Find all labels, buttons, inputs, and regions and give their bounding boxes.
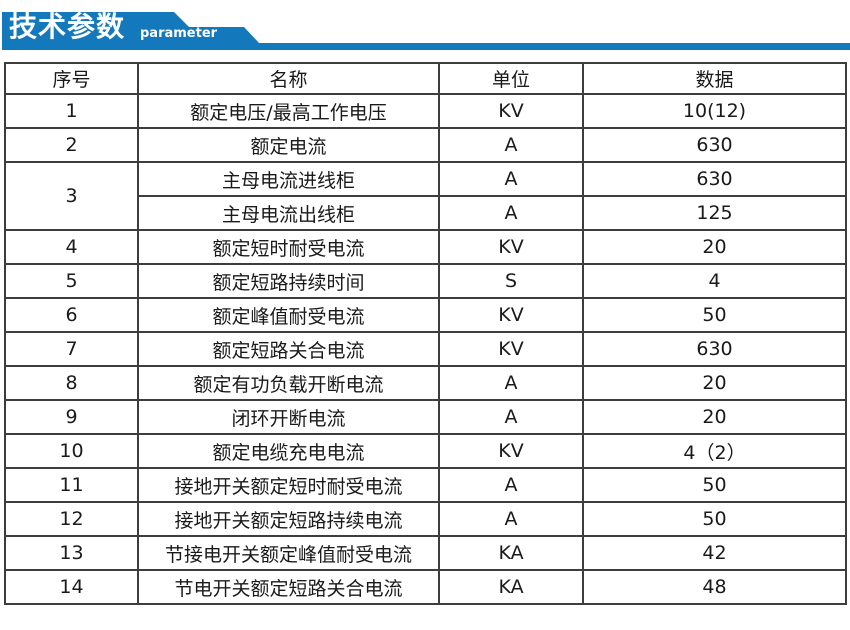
cell-no: 10 (4, 433, 139, 469)
table-row: 11 接地开关额定短时耐受电流 A 50 (4, 467, 847, 503)
cell-unit: KV (438, 433, 584, 469)
table-row: 3 主母电流进线柜 A 630 (4, 161, 847, 231)
cell-unit: A (438, 467, 584, 503)
cell-name: 闭环开断电流 (137, 399, 440, 435)
page-title: 技术参数 (9, 10, 126, 43)
cell-no: 1 (4, 93, 139, 129)
cell-unit: A (438, 365, 584, 401)
cell-name: 额定有功负载开断电流 (137, 365, 440, 401)
table-row: 14 节电开关额定短路关合电流 KA 48 (4, 569, 847, 605)
table-row: 8 额定有功负载开断电流 A 20 (4, 365, 847, 401)
table-row: 13 节接电开关额定峰值耐受电流 KA 42 (4, 535, 847, 571)
cell-unit: A (438, 399, 584, 435)
table-row: 9 闭环开断电流 A 20 (4, 399, 847, 435)
cell-name: 额定电缆充电电流 (137, 433, 440, 469)
cell-name: 额定峰值耐受电流 (137, 297, 440, 333)
cell-value: 630 (582, 127, 847, 163)
cell-unit: KV (438, 93, 584, 129)
col-header-name: 名称 (137, 62, 440, 95)
cell-name: 节接电开关额定峰值耐受电流 (137, 535, 440, 571)
cell-value: 630 (582, 331, 847, 367)
parameters-table: 序号 名称 单位 数据 1 额定电压/最高工作电压 KV 10(12) 2 额定电流 A 63… (4, 62, 847, 605)
cell-unit: A (438, 127, 584, 163)
table-row: 主母电流出线柜 A 125 (5, 195, 847, 231)
cell-unit: KA (438, 535, 584, 571)
cell-name: 额定短路持续时间 (137, 263, 440, 299)
cell-unit: KA (438, 569, 584, 605)
cell-value: 48 (582, 569, 847, 605)
cell-value: 4 (582, 263, 847, 299)
table-body: 1 额定电压/最高工作电压 KV 10(12) 2 额定电流 A 630 3 主母电流进线柜 A 63… (4, 93, 847, 605)
cell-name: 接地开关额定短时耐受电流 (137, 467, 440, 503)
cell-no: 5 (4, 263, 139, 299)
table-row: 2 额定电流 A 630 (4, 127, 847, 163)
cell-no: 12 (4, 501, 139, 537)
cell-name: 接地开关额定短路持续电流 (137, 501, 440, 537)
table-row: 6 额定峰值耐受电流 KV 50 (4, 297, 847, 333)
banner-shape (2, 12, 850, 50)
cell-unit: A (438, 501, 584, 537)
cell-unit: A (438, 161, 584, 197)
cell-no: 4 (4, 229, 139, 265)
cell-name: 额定短时耐受电流 (137, 229, 440, 265)
cell-unit: KV (438, 297, 584, 333)
cell-no: 9 (4, 399, 139, 435)
col-header-no: 序号 (4, 62, 139, 95)
table-row: 1 额定电压/最高工作电压 KV 10(12) (4, 93, 847, 129)
cell-name: 额定电压/最高工作电压 (137, 93, 440, 129)
table-row: 12 接地开关额定短路持续电流 A 50 (4, 501, 847, 537)
cell-no: 13 (4, 535, 139, 571)
cell-value: 125 (582, 195, 847, 231)
cell-no: 11 (4, 467, 139, 503)
cell-name: 主母电流出线柜 (137, 195, 440, 231)
cell-unit: KV (438, 229, 584, 265)
cell-value: 20 (582, 399, 847, 435)
cell-no: 6 (4, 297, 139, 333)
cell-value: 10(12) (582, 93, 847, 129)
table-row: 4 额定短时耐受电流 KV 20 (4, 229, 847, 265)
table-row: 7 额定短路关合电流 KV 630 (4, 331, 847, 367)
cell-no: 7 (4, 331, 139, 367)
table-row: 10 额定电缆充电电流 KV 4（2） (4, 433, 847, 469)
cell-name: 主母电流进线柜 (137, 161, 440, 197)
cell-no: 3 (4, 161, 139, 231)
cell-unit: S (438, 263, 584, 299)
cell-value: 4（2） (582, 433, 847, 469)
table-header-row: 序号 名称 单位 数据 (4, 62, 847, 95)
cell-value: 50 (582, 467, 847, 503)
page-subtitle: parameter (140, 26, 218, 41)
cell-value: 42 (582, 535, 847, 571)
cell-no: 14 (4, 569, 139, 605)
cell-name: 额定电流 (137, 127, 440, 163)
cell-name: 额定短路关合电流 (137, 331, 440, 367)
banner-polygon (2, 12, 850, 50)
cell-value: 20 (582, 229, 847, 265)
col-header-unit: 单位 (438, 62, 584, 95)
cell-no: 2 (4, 127, 139, 163)
cell-no: 8 (4, 365, 139, 401)
table-row: 5 额定短路持续时间 S 4 (4, 263, 847, 299)
cell-value: 630 (582, 161, 847, 197)
cell-value: 50 (582, 501, 847, 537)
col-header-value: 数据 (582, 62, 847, 95)
cell-unit: A (438, 195, 584, 231)
banner: 技术参数 parameter (0, 0, 850, 56)
cell-name: 节电开关额定短路关合电流 (137, 569, 440, 605)
cell-value: 50 (582, 297, 847, 333)
cell-unit: KV (438, 331, 584, 367)
cell-value: 20 (582, 365, 847, 401)
